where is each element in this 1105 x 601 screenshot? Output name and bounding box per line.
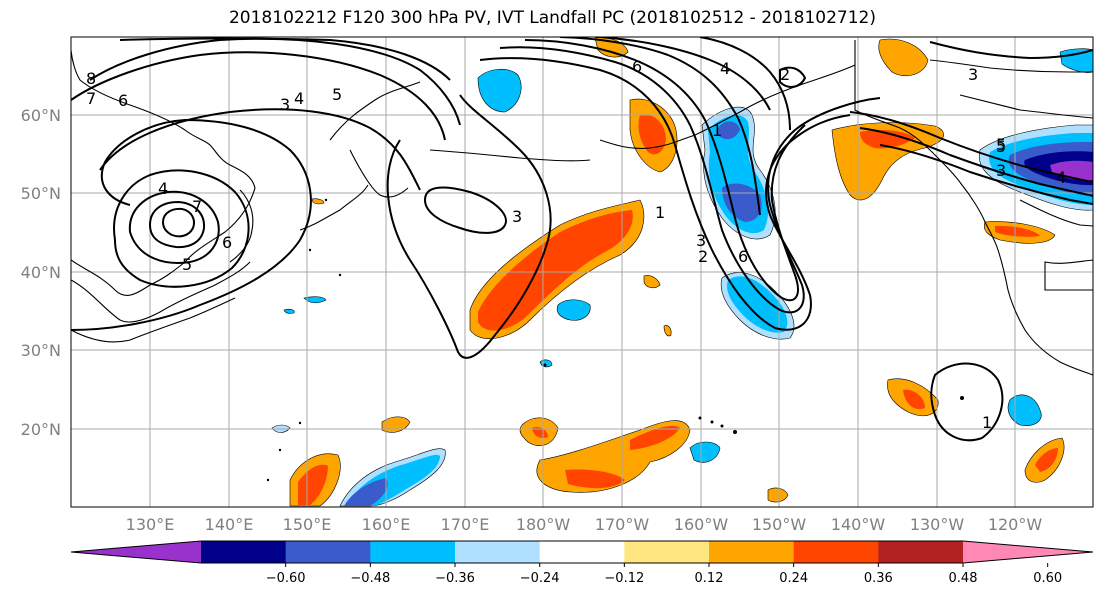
colorbar-segment (201, 541, 287, 563)
colorbar-extend-max (963, 541, 1093, 563)
lon-tick-label: 140°E (205, 515, 254, 534)
contour-labels: 8 7 6 5 4 3 4 5 6 7 5 3 6 4 2 1 3 2 6 5 … (86, 57, 1066, 432)
lon-tick-label: 150°E (283, 515, 332, 534)
colorbar-segment (370, 541, 456, 563)
contour-label: 7 (86, 89, 96, 108)
islands (266, 198, 964, 482)
pv-contours (71, 37, 1093, 442)
contour-label: 6 (738, 247, 748, 266)
contour-label: 7 (192, 197, 202, 216)
contour-label: 6 (632, 57, 642, 76)
contour-label: 8 (86, 69, 96, 88)
colorbar-tick-label: −0.12 (604, 571, 644, 586)
map-frame (70, 36, 1094, 508)
lat-tick-label: 30°N (21, 341, 61, 360)
colorbar-tick-label: 0.36 (864, 571, 893, 586)
lon-tick-label: 170°E (441, 515, 490, 534)
lat-tick-label: 50°N (21, 184, 61, 203)
colorbar-tick-label: −0.36 (435, 571, 475, 586)
colorbar-segment (285, 541, 371, 563)
colorbar-tick-label: 0.12 (695, 571, 724, 586)
contour-label: 3 (996, 161, 1006, 180)
contour-label: 5 (182, 255, 192, 274)
contour-label: 2 (698, 247, 708, 266)
colorbar-tick-label: −0.24 (520, 571, 560, 586)
map-title: 2018102212 F120 300 hPa PV, IVT Landfall… (228, 8, 876, 28)
colorbar-extend-min (71, 541, 201, 563)
coastlines (71, 40, 1093, 376)
lat-tick-label: 20°N (21, 420, 61, 439)
colorbar-segment (455, 541, 541, 563)
colorbar-segment (878, 541, 964, 563)
contour-label: 6 (222, 233, 232, 252)
colorbar-segment (709, 541, 795, 563)
lat-tick-label: 60°N (21, 106, 61, 125)
contour-label: 4 (720, 59, 730, 78)
contour-label: 3 (696, 231, 706, 250)
contour-label: 3 (968, 65, 978, 84)
contour-label: 6 (118, 91, 128, 110)
lon-tick-label: 180°W (516, 515, 571, 534)
lat-tick-label: 40°N (21, 263, 61, 282)
lon-tick-label: 130°W (910, 515, 965, 534)
contour-label: 4 (1056, 168, 1066, 187)
lon-tick-label: 170°W (595, 515, 650, 534)
lon-tick-label: 140°W (831, 515, 886, 534)
colorbar: −0.60 −0.48 −0.36 −0.24 −0.12 0.12 0.24 0.36 0.4… (70, 540, 1094, 586)
colorbar-tick-label: 0.24 (779, 571, 808, 586)
contour-label: 4 (158, 179, 168, 198)
colorbar-tick-label: 0.48 (949, 571, 978, 586)
colorbar-tick-label: 0.60 (1033, 571, 1062, 586)
contour-label: 1 (982, 413, 992, 432)
contour-label: 1 (712, 121, 722, 140)
lon-tick-label: 130°E (126, 515, 175, 534)
contour-label: 3 (280, 95, 290, 114)
graticule (71, 37, 1093, 507)
lon-tick-label: 160°W (674, 515, 729, 534)
lon-axis: 130°E 140°E 150°E 160°E 170°E 180°W 170°… (126, 515, 1043, 534)
colorbar-segment (793, 541, 879, 563)
contour-label: 5 (996, 137, 1006, 156)
contour-label: 3 (512, 207, 522, 226)
colorbar-segment (624, 541, 710, 563)
contour-label: 5 (332, 85, 342, 104)
contour-label: 1 (655, 203, 665, 222)
contour-label: 2 (780, 65, 790, 84)
lon-tick-label: 160°E (362, 515, 411, 534)
contour-label: 4 (294, 89, 304, 108)
negative-anomaly-shading (271, 48, 1093, 507)
lon-tick-label: 120°W (988, 515, 1043, 534)
colorbar-segment (539, 541, 625, 563)
contour-label: 5 (996, 135, 1006, 154)
colorbar-tick-label: −0.60 (266, 571, 306, 586)
colorbar-outline (70, 540, 1094, 564)
lat-axis: 60°N 50°N 40°N 30°N 20°N (21, 106, 61, 439)
lon-tick-label: 150°W (752, 515, 807, 534)
colorbar-tick-label: −0.48 (350, 571, 390, 586)
